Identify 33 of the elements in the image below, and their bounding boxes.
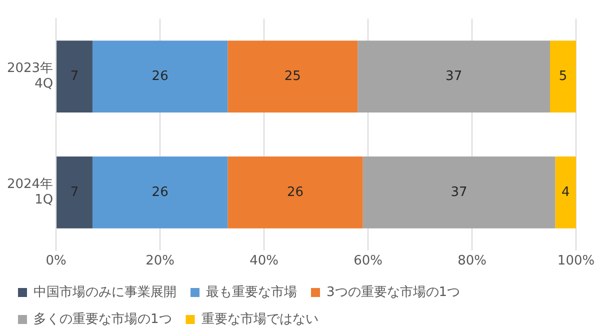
data-label: 26 <box>152 184 168 200</box>
data-label: 26 <box>286 184 304 200</box>
legend-label: 多くの重要な市場の1つ <box>34 312 172 327</box>
bar <box>92 40 228 112</box>
legend-label: 重要な市場ではない <box>201 312 318 327</box>
x-tick-label: 100% <box>557 254 595 269</box>
bar <box>92 156 228 228</box>
legend-label: 最も重要な市場 <box>206 284 297 300</box>
x-tick-label: 80% <box>458 254 486 269</box>
bar <box>228 156 363 228</box>
x-tick-label: 0% <box>46 254 66 269</box>
legend-label: 3つの重要な市場の1つ <box>326 284 460 300</box>
data-label: 5 <box>558 68 568 84</box>
data-label: 37 <box>446 68 462 84</box>
bar <box>228 40 358 112</box>
bar <box>555 156 576 228</box>
bar <box>550 40 576 112</box>
bar <box>362 156 556 228</box>
bar <box>56 156 92 228</box>
y-tick-label: 2024年1Q <box>6 177 54 208</box>
legend-label: 中国市場のみに事業展開 <box>34 284 176 300</box>
data-label: 26 <box>152 68 168 84</box>
data-label: 7 <box>70 68 79 84</box>
data-label: 37 <box>450 184 468 200</box>
bar <box>56 40 92 112</box>
x-tick-label: 60% <box>354 254 382 269</box>
data-label: 4 <box>561 184 570 200</box>
data-label: 25 <box>284 68 301 84</box>
data-label: 7 <box>70 184 79 200</box>
bar <box>358 40 550 112</box>
x-tick-label: 40% <box>250 254 279 269</box>
y-tick-label: 2023年4Q <box>6 61 54 92</box>
x-tick-label: 20% <box>146 254 175 269</box>
